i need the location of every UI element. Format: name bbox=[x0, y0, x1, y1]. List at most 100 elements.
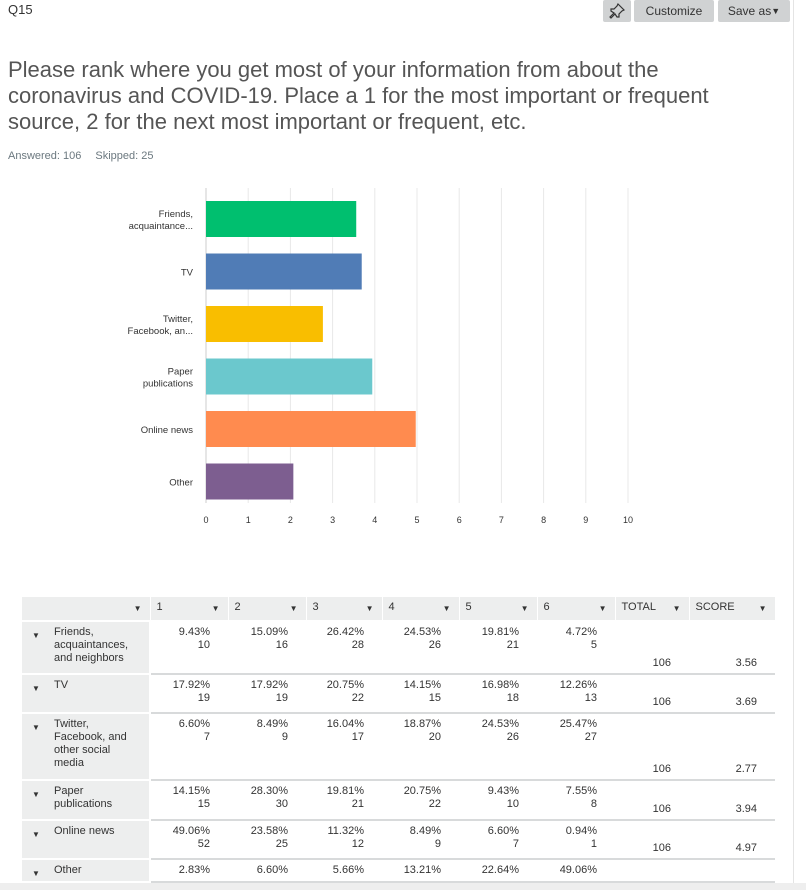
pin-button[interactable] bbox=[603, 0, 631, 22]
cell: 18.87% 20 bbox=[382, 713, 459, 781]
cell-percent: 12.26% bbox=[559, 679, 597, 691]
cell: 28.30% 30 bbox=[228, 780, 306, 821]
cell-score: 3.69 bbox=[689, 674, 775, 714]
cell-percent: 22.64% bbox=[481, 864, 519, 876]
cell-score: 3.56 bbox=[689, 621, 775, 675]
customize-button[interactable]: Customize bbox=[634, 0, 714, 22]
cell: 20.75% 22 bbox=[306, 674, 382, 714]
cell: 8.49% 9 bbox=[228, 713, 306, 781]
cell-total bbox=[615, 859, 689, 883]
column-header-label: 2 bbox=[234, 601, 241, 613]
cell-percent: 13.21% bbox=[403, 864, 441, 876]
cell-score bbox=[689, 859, 775, 883]
cell: 2.83% bbox=[150, 859, 228, 883]
cell: 5.66% bbox=[306, 859, 382, 883]
row-label-text: Other bbox=[54, 864, 82, 876]
column-header[interactable]: 3 ▼ bbox=[306, 597, 383, 622]
cell: 16.04% 17 bbox=[306, 713, 382, 781]
row-label-text: TV bbox=[54, 679, 69, 691]
cell-percent: 19.81% bbox=[481, 626, 519, 638]
caret-down-icon: ▼ bbox=[365, 604, 374, 613]
row-label[interactable]: ▼ Friends, acquaintances, and neighbors bbox=[22, 621, 151, 675]
cell-percent: 17.92% bbox=[172, 679, 210, 691]
x-tick-label: 6 bbox=[457, 515, 462, 525]
cell-score: 3.94 bbox=[689, 780, 775, 821]
caret-down-icon: ▼ bbox=[520, 604, 529, 613]
row-label-text: Twitter, Facebook, and other social medi… bbox=[54, 718, 127, 769]
bar bbox=[206, 253, 362, 290]
bar bbox=[206, 201, 357, 237]
caret-down-icon: ▼ bbox=[32, 631, 40, 640]
cell-total: 106 bbox=[615, 621, 689, 675]
cell-count: 22 bbox=[351, 692, 364, 704]
caret-down-icon: ▼ bbox=[133, 604, 142, 613]
category-label: TV bbox=[181, 268, 194, 279]
category-label: Online news bbox=[141, 425, 194, 436]
column-header[interactable]: 5 ▼ bbox=[459, 597, 538, 622]
cell-total: 106 bbox=[615, 820, 689, 860]
question-title: Please rank where you get most of your i… bbox=[8, 57, 709, 134]
category-label: Facebook, an... bbox=[128, 326, 193, 337]
x-tick-label: 7 bbox=[499, 515, 504, 525]
cell-count: 10 bbox=[197, 639, 210, 651]
column-header[interactable]: 1 ▼ bbox=[150, 597, 229, 622]
column-header[interactable]: 4 ▼ bbox=[382, 597, 460, 622]
row-label[interactable]: ▼ Other bbox=[22, 859, 151, 883]
cell: 25.47% 27 bbox=[537, 713, 615, 781]
row-label[interactable]: ▼ Paper publications bbox=[22, 780, 151, 821]
cell: 26.42% 28 bbox=[306, 621, 382, 675]
cell-percent: 23.58% bbox=[250, 825, 288, 837]
caret-down-icon: ▼ bbox=[32, 830, 40, 839]
category-label: Other bbox=[169, 478, 193, 489]
cell-total: 106 bbox=[615, 780, 689, 821]
cell-percent: 9.43% bbox=[487, 785, 519, 797]
cell-percent: 20.75% bbox=[326, 679, 364, 691]
caret-down-icon: ▼ bbox=[211, 604, 220, 613]
category-label: Friends, bbox=[159, 209, 193, 220]
cell-count: 16 bbox=[275, 639, 288, 651]
cell: 24.53% 26 bbox=[382, 621, 459, 675]
column-header-label: 3 bbox=[312, 601, 319, 613]
caret-down-icon: ▼ bbox=[289, 604, 298, 613]
cell-percent: 9.43% bbox=[178, 626, 210, 638]
column-header[interactable]: 2 ▼ bbox=[228, 597, 307, 622]
cell: 49.06% bbox=[537, 859, 615, 883]
x-tick-label: 1 bbox=[246, 515, 251, 525]
column-header[interactable]: 6 ▼ bbox=[537, 597, 616, 622]
row-label[interactable]: ▼ Online news bbox=[22, 820, 151, 860]
cell-count: 8 bbox=[590, 798, 597, 810]
cell-count: 30 bbox=[275, 798, 288, 810]
caret-down-icon: ▼ bbox=[672, 604, 681, 613]
row-label[interactable]: ▼ TV bbox=[22, 674, 151, 714]
bar bbox=[206, 358, 373, 395]
cell-count: 28 bbox=[351, 639, 364, 651]
cell-count: 15 bbox=[428, 692, 441, 704]
column-header-label: 6 bbox=[543, 601, 550, 613]
header-label-col[interactable]: ▼ bbox=[22, 597, 151, 622]
column-header[interactable]: SCORE ▼ bbox=[689, 597, 776, 622]
cell-percent: 5.66% bbox=[332, 864, 364, 876]
row-label[interactable]: ▼ Twitter, Facebook, and other social med… bbox=[22, 713, 151, 781]
bar-chart: 0 1 2 3 4 5 6 7 8 9 10 Friends,acquaintance... TV Twi… bbox=[128, 188, 633, 525]
cell-score: 2.77 bbox=[689, 713, 775, 781]
cell-percent: 11.32% bbox=[327, 825, 365, 837]
cell-percent: 26.42% bbox=[326, 626, 364, 638]
cell-count: 22 bbox=[428, 798, 441, 810]
cell: 17.92% 19 bbox=[228, 674, 306, 714]
cell: 0.94% 1 bbox=[537, 820, 615, 860]
cell: 13.21% bbox=[382, 859, 459, 883]
cell-count: 18 bbox=[506, 692, 519, 704]
caret-down-icon: ▼ bbox=[442, 604, 451, 613]
cell: 15.09% 16 bbox=[228, 621, 306, 675]
cell-count: 52 bbox=[197, 838, 210, 850]
save-as-button[interactable]: Save as ▼ bbox=[718, 0, 790, 22]
row-label-text: Friends, acquaintances, and neighbors bbox=[54, 626, 128, 664]
table-row: ▼ Twitter, Facebook, and other social med… bbox=[22, 713, 775, 781]
bar bbox=[206, 463, 294, 500]
bar bbox=[206, 411, 416, 447]
caret-down-icon: ▼ bbox=[758, 604, 767, 613]
column-header[interactable]: TOTAL ▼ bbox=[615, 597, 690, 622]
cell-count: 9 bbox=[281, 731, 288, 743]
cell: 9.43% 10 bbox=[459, 780, 537, 821]
cell-percent: 14.15% bbox=[403, 679, 441, 691]
